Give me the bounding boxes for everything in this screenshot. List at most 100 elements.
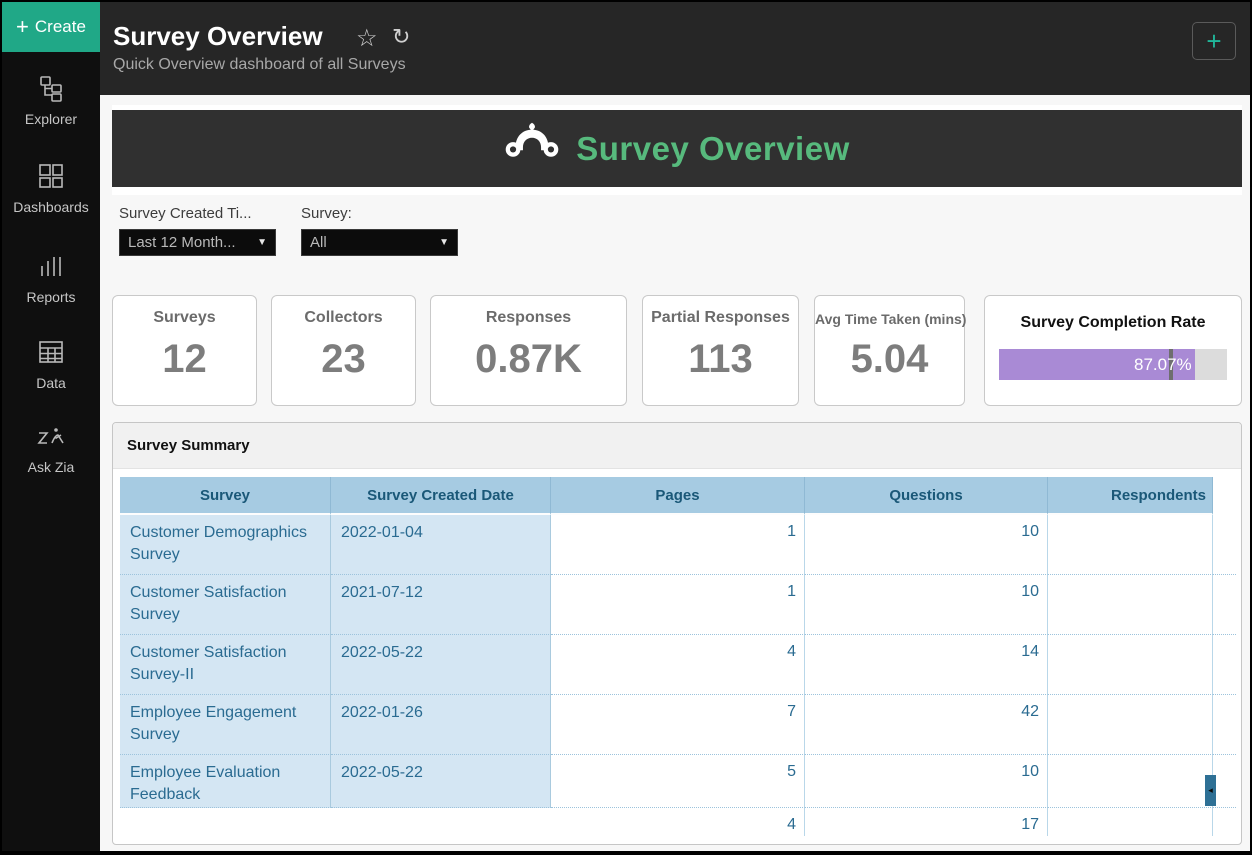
kpi-card-surveys: Surveys 12 xyxy=(112,295,257,406)
cell-survey: Customer Demographics Survey xyxy=(120,515,331,575)
page-subtitle: Quick Overview dashboard of all Surveys xyxy=(113,56,406,73)
filter-survey-created-time: Survey Created Ti... Last 12 Month... ▼ xyxy=(119,205,276,256)
cell-pages: 5 xyxy=(551,755,805,808)
refresh-icon[interactable]: ↻ xyxy=(392,24,411,49)
cell-respondents xyxy=(1048,695,1213,755)
kpi-title: Survey Completion Rate xyxy=(1020,314,1206,331)
chevron-down-icon: ▼ xyxy=(257,237,267,248)
create-button-label: Create xyxy=(34,17,86,36)
survey-filter-dropdown[interactable]: All ▼ xyxy=(301,229,458,256)
cell-spacer xyxy=(1213,515,1236,575)
favorite-star-icon[interactable]: ☆ xyxy=(356,25,378,52)
survey-summary-table: Survey Survey Created Date Pages Questio… xyxy=(120,477,1236,836)
filter-label: Survey: xyxy=(301,205,352,222)
cell-created-date: 2022-05-22 xyxy=(331,635,551,695)
filter-label: Survey Created Ti... xyxy=(119,205,252,222)
cell-questions: 10 xyxy=(805,755,1048,808)
sidebar-item-dashboards[interactable]: Dashboards xyxy=(2,162,100,215)
table-row: Customer Satisfaction Survey-II 2022-05-… xyxy=(120,635,1236,695)
table-row: Customer Demographics Survey 2022-01-04 … xyxy=(120,515,1236,575)
sidebar: + Create Explorer Dashboards Reports xyxy=(2,2,100,851)
explorer-icon xyxy=(37,74,65,105)
cell-pages: 4 xyxy=(551,808,805,836)
filter-survey: Survey: All ▼ xyxy=(301,205,458,256)
column-header-survey[interactable]: Survey xyxy=(120,477,331,515)
cell-spacer xyxy=(1213,635,1236,695)
ask-zia-icon xyxy=(35,424,67,453)
kpi-title: Partial Responses xyxy=(651,309,790,326)
kpi-card-partial-responses: Partial Responses 113 xyxy=(642,295,799,406)
table-scroll-thumb[interactable]: ◂ xyxy=(1205,775,1216,806)
cell-survey: Employee Engagement Survey xyxy=(120,695,331,755)
sidebar-item-explorer[interactable]: Explorer xyxy=(2,74,100,127)
cell-created-date: 2021-07-12 xyxy=(331,575,551,635)
sidebar-item-label: Reports xyxy=(26,289,76,305)
kpi-card-completion-rate: Survey Completion Rate 87.07% xyxy=(984,295,1242,406)
dropdown-value: Last 12 Month... xyxy=(128,234,236,251)
column-header-respondents[interactable]: Respondents xyxy=(1048,477,1213,515)
reports-icon xyxy=(37,252,65,283)
kpi-card-responses: Responses 0.87K xyxy=(430,295,627,406)
survey-summary-panel: Survey Summary Survey Survey Created Dat… xyxy=(112,422,1242,845)
add-widget-button[interactable]: + xyxy=(1192,22,1236,60)
kpi-value: 12 xyxy=(162,337,207,381)
top-bar: Survey Overview ☆ ↻ Quick Overview dashb… xyxy=(100,2,1250,95)
completion-bar-fill xyxy=(999,349,1196,380)
cell-questions: 14 xyxy=(805,635,1048,695)
column-header-created-date[interactable]: Survey Created Date xyxy=(331,477,551,515)
header-spacer xyxy=(1213,477,1236,515)
kpi-value: 5.04 xyxy=(850,337,929,381)
sidebar-item-reports[interactable]: Reports xyxy=(2,252,100,305)
sidebar-item-label: Data xyxy=(36,375,66,391)
cell-respondents xyxy=(1048,808,1213,836)
cell-spacer xyxy=(1213,755,1236,808)
cell-respondents xyxy=(1048,515,1213,575)
kpi-value: 113 xyxy=(688,337,753,381)
time-filter-dropdown[interactable]: Last 12 Month... ▼ xyxy=(119,229,276,256)
create-button[interactable]: + Create xyxy=(2,2,100,52)
cell-pages: 7 xyxy=(551,695,805,755)
cell-created-date: 2022-01-26 xyxy=(331,695,551,755)
cell-spacer xyxy=(1213,808,1236,836)
column-header-pages[interactable]: Pages xyxy=(551,477,805,515)
page-title: Survey Overview xyxy=(113,21,323,51)
cell-questions: 42 xyxy=(805,695,1048,755)
column-header-questions[interactable]: Questions xyxy=(805,477,1048,515)
plus-icon: + xyxy=(16,14,29,39)
cell-pages: 4 xyxy=(551,635,805,695)
cell-created-date: 2022-05-22 xyxy=(331,755,551,808)
table-row-partial: 4 17 xyxy=(120,808,1236,836)
completion-bar-label: 87.07% xyxy=(1134,354,1192,374)
cell-spacer xyxy=(1213,575,1236,635)
kpi-title: Avg Time Taken (mins) xyxy=(815,311,967,327)
cell-questions: 17 xyxy=(805,808,1048,836)
surveymonkey-logo-icon xyxy=(504,121,560,176)
kpi-card-collectors: Collectors 23 xyxy=(271,295,416,406)
cell-questions: 10 xyxy=(805,575,1048,635)
table-row: Customer Satisfaction Survey 2021-07-12 … xyxy=(120,575,1236,635)
sidebar-item-ask-zia[interactable]: Ask Zia xyxy=(2,424,100,475)
cell-respondents xyxy=(1048,755,1213,808)
cell-survey: Employee Evaluation Feedback xyxy=(120,755,331,808)
table-row: Employee Evaluation Feedback 2022-05-22 … xyxy=(120,755,1236,808)
dashboard-banner: Survey Overview xyxy=(112,110,1242,187)
dashboards-icon xyxy=(37,162,65,193)
completion-bar-track: 87.07% xyxy=(999,349,1227,380)
kpi-title: Collectors xyxy=(304,309,383,326)
chevron-down-icon: ▼ xyxy=(439,237,449,248)
plus-icon: + xyxy=(1206,25,1222,56)
dashboard-content: Survey Overview Survey Created Ti... Las… xyxy=(100,95,1250,851)
kpi-title: Responses xyxy=(485,309,572,326)
scroll-left-arrow-icon: ◂ xyxy=(1208,785,1213,795)
panel-title-bar: Survey Summary xyxy=(113,423,1241,469)
cell-questions: 10 xyxy=(805,515,1048,575)
completion-bar-marker xyxy=(1168,349,1173,380)
cell-survey: Customer Satisfaction Survey-II xyxy=(120,635,331,695)
cell-survey: Customer Satisfaction Survey xyxy=(120,575,331,635)
sidebar-item-data[interactable]: Data xyxy=(2,338,100,391)
panel-title: Survey Summary xyxy=(127,437,250,454)
cell-respondents xyxy=(1048,635,1213,695)
cell-created-date xyxy=(331,808,551,836)
kpi-value: 23 xyxy=(321,337,366,381)
